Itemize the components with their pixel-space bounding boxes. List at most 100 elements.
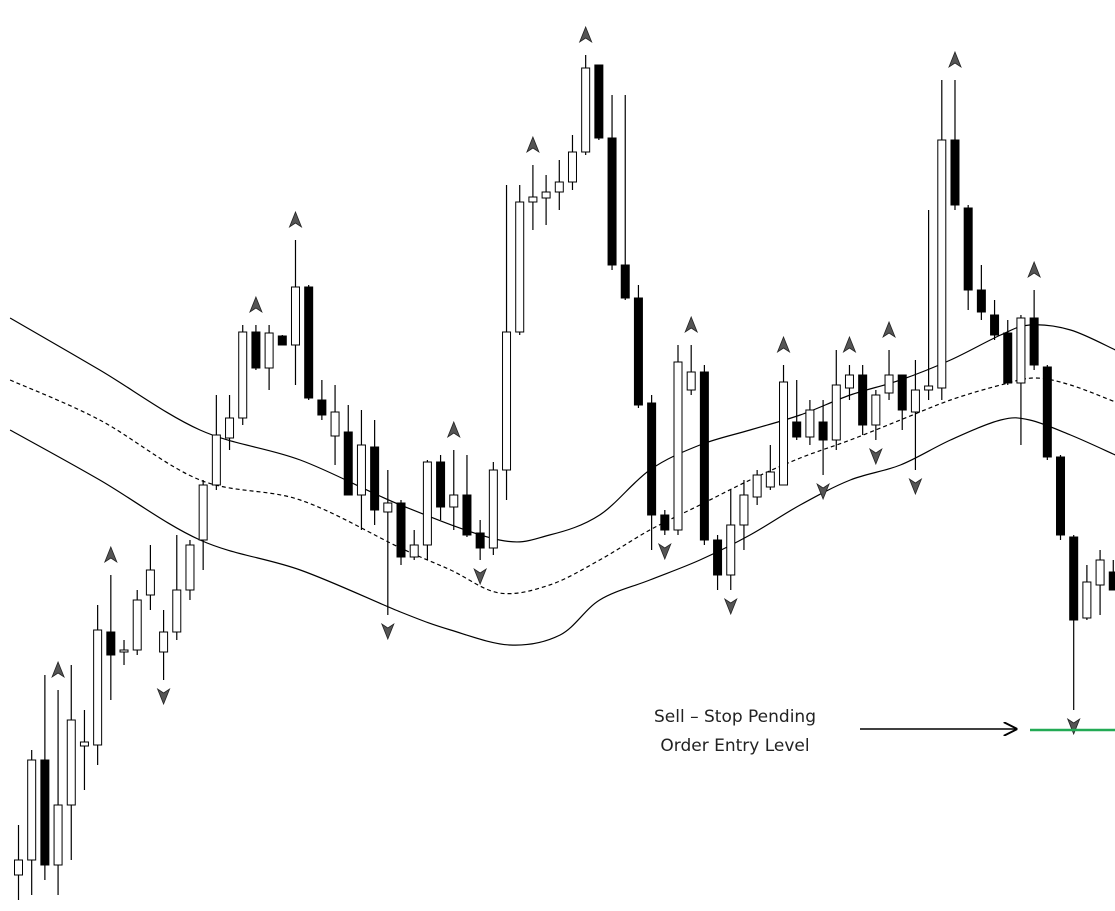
- candle-body: [462, 494, 472, 536]
- candle-body: [792, 421, 802, 438]
- candle-body: [1003, 332, 1013, 384]
- fractal-up-arrow: [776, 335, 791, 354]
- candle-body: [1042, 366, 1052, 458]
- candle-body: [409, 544, 419, 558]
- candle-body: [422, 461, 432, 546]
- candle-body: [290, 286, 300, 346]
- fractal-up-arrow: [288, 210, 303, 229]
- fractal-up-arrow: [1027, 260, 1041, 279]
- fractal-down-arrow: [657, 542, 672, 561]
- candle-body: [699, 371, 709, 541]
- fractal-up-arrow: [684, 315, 699, 334]
- candle-body: [93, 629, 103, 746]
- candle-body: [225, 417, 235, 439]
- candle-body: [172, 589, 182, 633]
- candle-body: [779, 381, 789, 486]
- candle-body: [185, 544, 195, 591]
- candle-body: [211, 434, 221, 486]
- candle-body: [396, 502, 406, 558]
- candle-body: [27, 759, 37, 861]
- candle-body: [132, 599, 142, 651]
- candle-body: [79, 741, 89, 747]
- candle-body: [14, 859, 23, 876]
- candle-body: [304, 286, 314, 399]
- candle-body: [330, 411, 340, 437]
- candle-body: [950, 139, 960, 206]
- candle-body: [647, 402, 657, 516]
- fractal-up-arrow: [103, 545, 118, 564]
- band-line: [9, 377, 1115, 595]
- candle-body: [726, 524, 736, 576]
- band-line: [9, 417, 1115, 646]
- candle-body: [831, 384, 841, 441]
- candle-body: [976, 289, 986, 313]
- fractal-up-arrow: [948, 50, 962, 69]
- candle-body: [106, 631, 116, 656]
- candle-body: [1029, 317, 1039, 366]
- candle-body: [554, 181, 564, 193]
- candle-body: [620, 264, 630, 299]
- fractal-down-arrow: [869, 447, 883, 466]
- candle-body: [633, 297, 643, 406]
- fractal-down-arrow: [473, 567, 487, 586]
- candle-body: [264, 332, 274, 369]
- candle-body: [40, 759, 50, 866]
- candle-body: [528, 196, 538, 203]
- candle-body: [541, 191, 551, 199]
- candle-body: [990, 314, 1000, 336]
- fractal-up-arrow: [249, 295, 263, 314]
- fractal-up-arrow: [578, 25, 593, 44]
- candle-body: [910, 389, 920, 413]
- fractal-up-arrow: [842, 335, 857, 354]
- fractal-up-arrow: [882, 320, 896, 339]
- candle-body: [963, 207, 973, 291]
- candle-body: [1069, 536, 1079, 621]
- candle-body: [607, 137, 617, 266]
- candle-body: [277, 335, 287, 346]
- candle-body: [356, 444, 366, 496]
- candle-body: [145, 569, 155, 596]
- candle-body: [475, 532, 485, 549]
- candle-body: [159, 631, 169, 653]
- fractal-down-arrow: [380, 622, 395, 641]
- candle-body: [198, 484, 208, 541]
- candle-body: [53, 804, 63, 866]
- candle-body: [752, 474, 762, 498]
- candle-body: [713, 539, 723, 576]
- fractal-down-arrow: [908, 477, 923, 496]
- candle-body: [1016, 317, 1026, 384]
- fractal-down-arrow: [723, 597, 738, 616]
- annotation-line: Order Entry Level: [660, 736, 809, 756]
- candle-body: [1056, 456, 1066, 536]
- candle-body: [924, 385, 934, 391]
- band-line: [9, 317, 1115, 543]
- fractal-down-arrow: [156, 687, 171, 706]
- fractal-down-arrow: [816, 482, 830, 501]
- candle-body: [818, 421, 828, 441]
- candle-body: [660, 514, 670, 531]
- candle-body: [765, 471, 775, 488]
- candle-body: [119, 649, 129, 653]
- candle-body: [884, 374, 894, 394]
- candle-body: [937, 139, 947, 389]
- candle-body: [673, 361, 683, 531]
- candle-body: [805, 409, 815, 438]
- candle-body: [317, 399, 327, 416]
- candle-body: [858, 374, 868, 426]
- candle-body: [1095, 559, 1105, 586]
- candle-body: [502, 331, 512, 471]
- candle-body: [370, 446, 380, 511]
- candle-body: [1108, 571, 1115, 591]
- candle-body: [581, 67, 591, 153]
- fractal-up-arrow: [446, 420, 461, 439]
- candle-body: [844, 374, 854, 389]
- candle-body: [686, 371, 696, 391]
- candle-body: [567, 151, 577, 183]
- candle-body: [383, 502, 393, 513]
- candle-body: [251, 331, 261, 369]
- candle-body: [1082, 581, 1092, 619]
- candle-body: [739, 494, 749, 526]
- fractal-up-arrow: [51, 660, 65, 679]
- candle-body: [436, 461, 446, 508]
